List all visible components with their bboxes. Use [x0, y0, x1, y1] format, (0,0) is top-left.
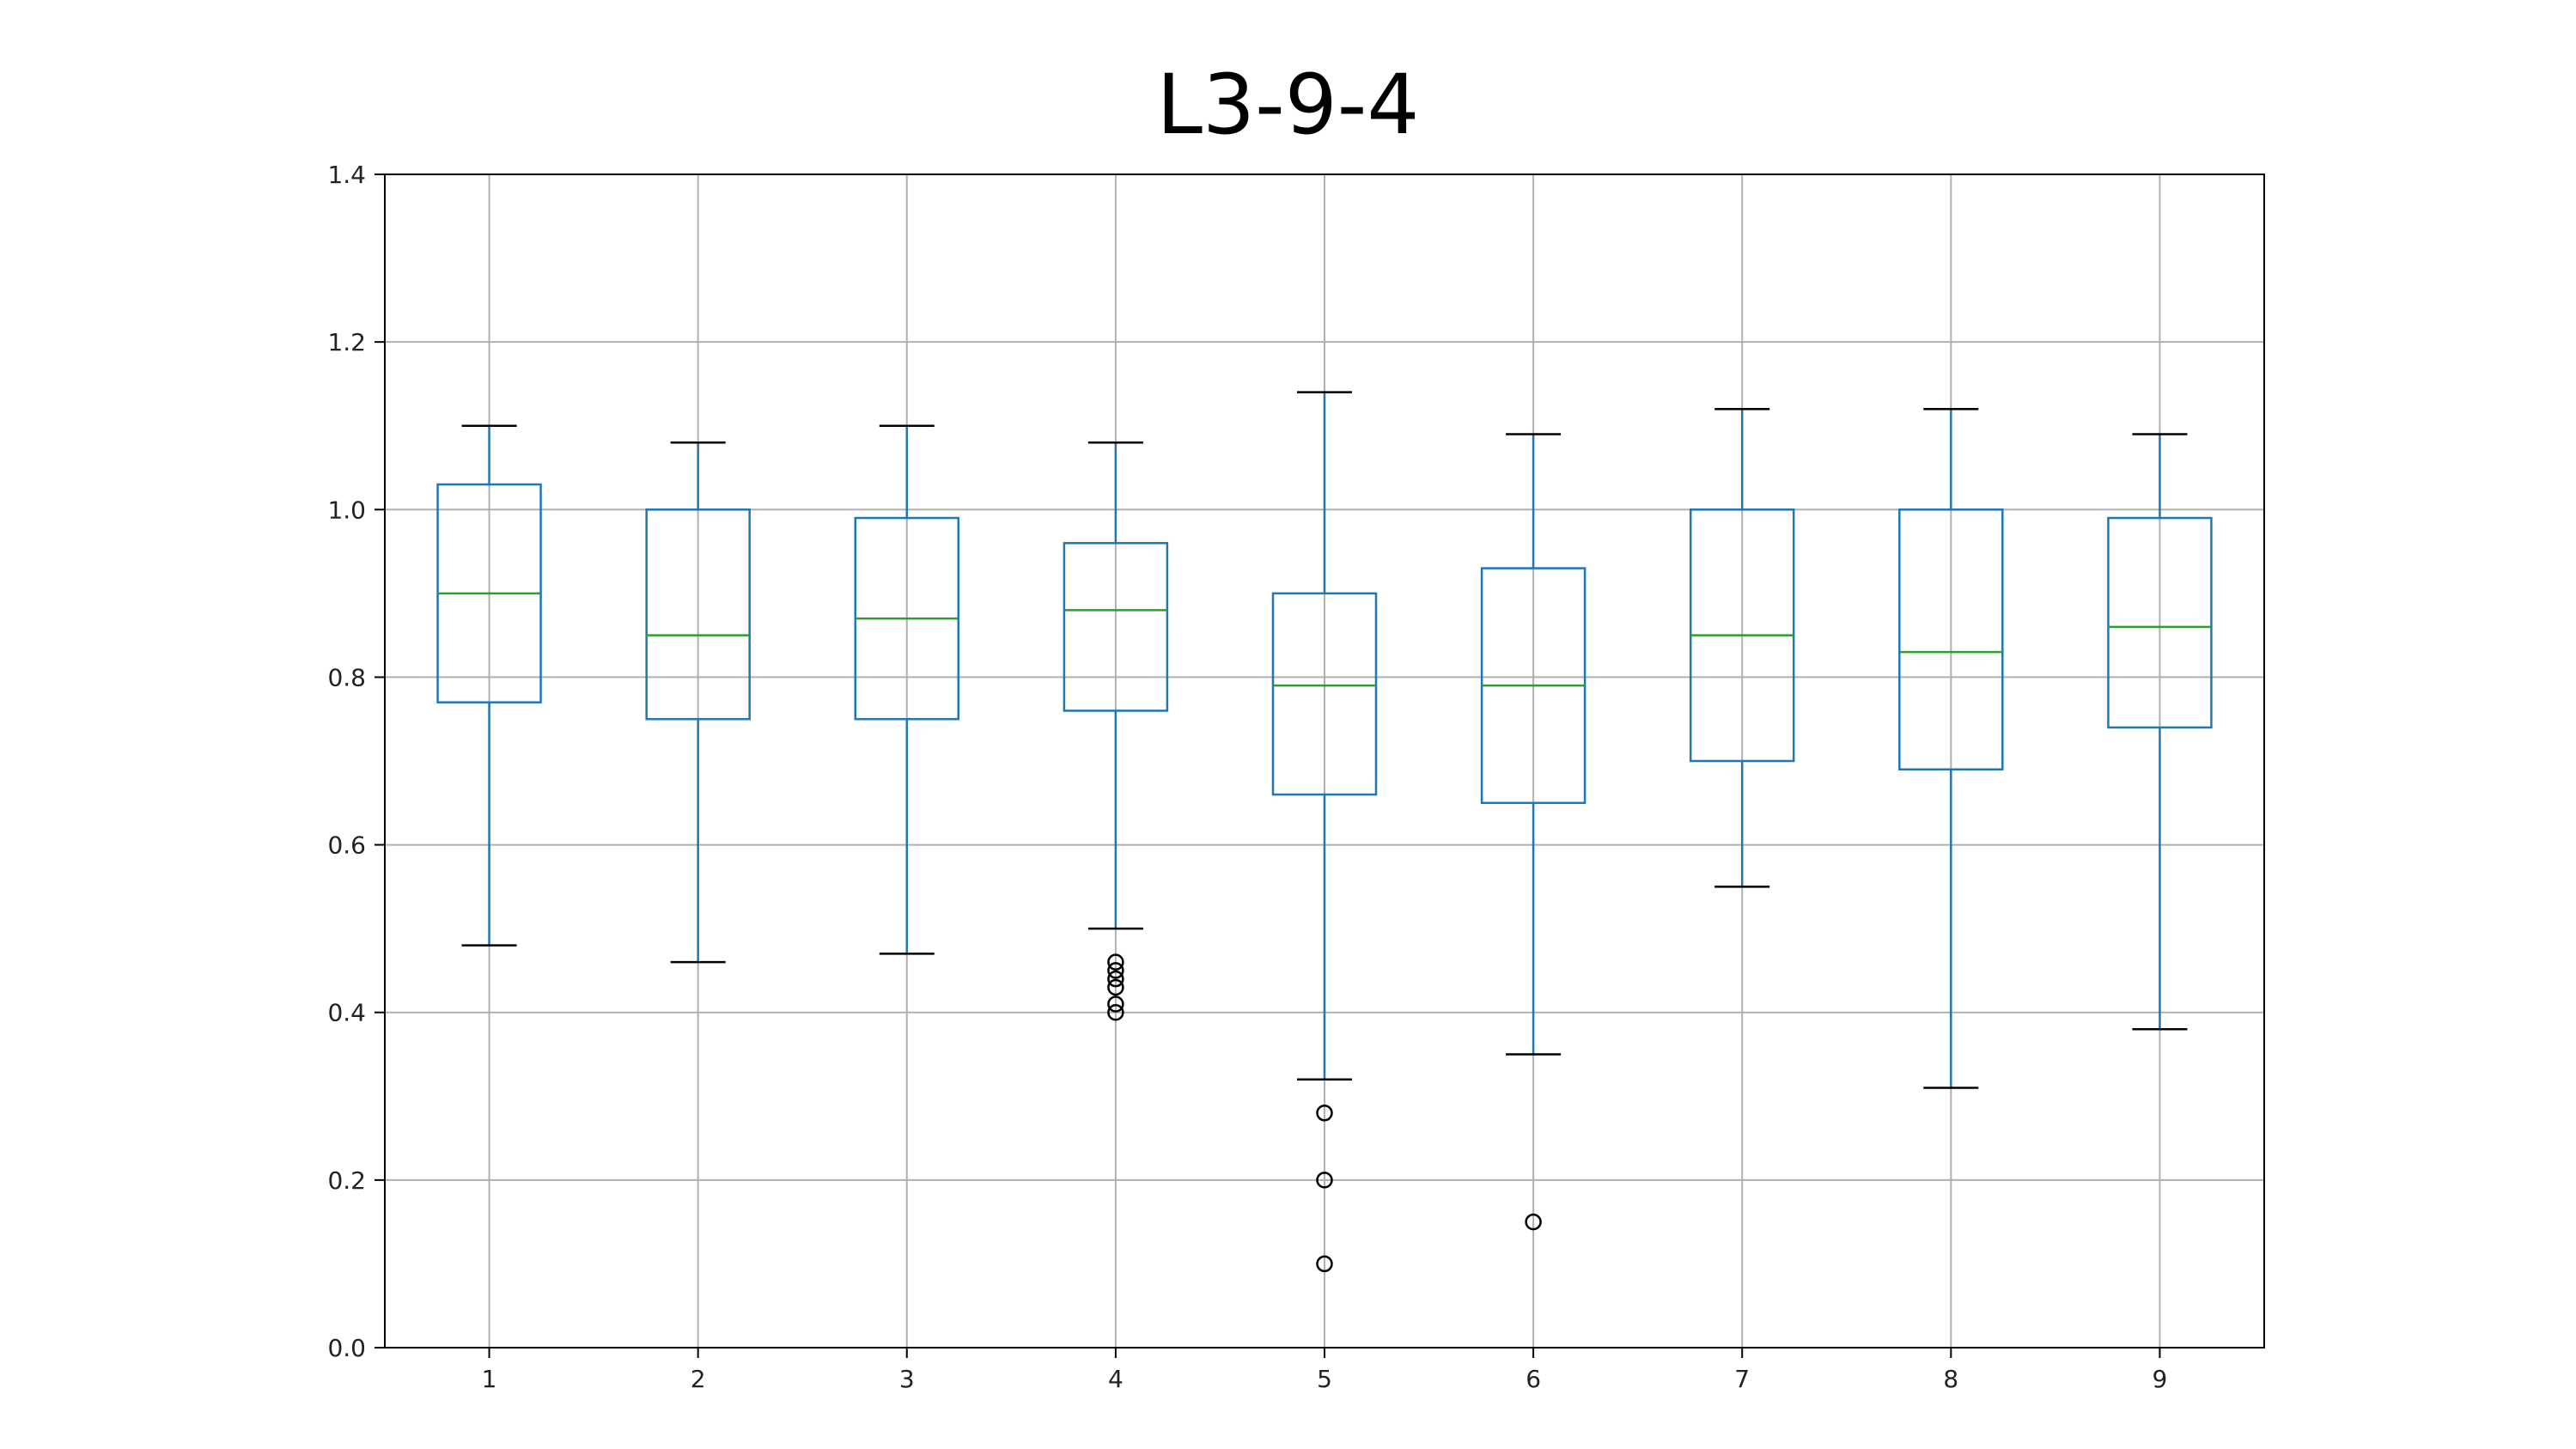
y-tick-label: 1.0: [327, 496, 366, 524]
outlier-point: [1107, 962, 1124, 979]
y-tick-label: 0.4: [327, 999, 366, 1027]
box-group-3: [854, 424, 960, 955]
x-tick-label: 4: [1108, 1365, 1124, 1393]
outlier-point: [1107, 970, 1124, 988]
outlier-point: [1316, 1105, 1333, 1122]
box-group-1: [436, 424, 542, 947]
box-group-6: [1480, 433, 1586, 1231]
grid-lines: [385, 174, 2264, 1349]
box-group-5: [1271, 391, 1378, 1273]
box-iqr: [645, 508, 751, 721]
box-group-4: [1063, 441, 1169, 1021]
y-tick-label: 0.8: [327, 663, 366, 691]
outlier-point: [1107, 953, 1124, 971]
x-tick-label: 3: [899, 1365, 915, 1393]
outlier-point: [1525, 1213, 1542, 1231]
chart-title: L3-9-4: [1156, 57, 1420, 153]
outlier-point: [1316, 1172, 1333, 1189]
box-iqr: [2107, 516, 2213, 729]
x-tick-label: 1: [482, 1365, 497, 1393]
axis-ticks: 0.0 0.2 0.4 0.6 0.8 1.0 1.2 1.4 1 2 3 4 5 6 7 8 9: [327, 161, 2167, 1393]
y-tick-label: 1.4: [327, 161, 366, 189]
box-series: [436, 391, 2213, 1273]
y-tick-label: 1.2: [327, 328, 366, 356]
box-iqr: [1898, 508, 2004, 771]
x-tick-label: 7: [1734, 1365, 1750, 1393]
box-group-2: [645, 441, 751, 964]
y-tick-label: 0.0: [327, 1334, 366, 1362]
y-tick-label: 0.2: [327, 1166, 366, 1195]
y-tick-label: 0.6: [327, 831, 366, 860]
box-group-7: [1689, 407, 1795, 888]
box-group-8: [1898, 407, 2004, 1089]
outlier-point: [1107, 978, 1124, 996]
outlier-point: [1107, 1003, 1124, 1021]
x-tick-label: 5: [1317, 1365, 1332, 1393]
box-iqr: [1063, 542, 1169, 712]
x-tick-label: 9: [2153, 1365, 2168, 1393]
x-tick-label: 6: [1526, 1365, 1541, 1393]
x-tick-label: 8: [1943, 1365, 1958, 1393]
x-tick-label: 2: [691, 1365, 706, 1393]
outlier-point: [1107, 995, 1124, 1013]
box-iqr: [1271, 592, 1378, 796]
box-group-9: [2107, 433, 2213, 1031]
outlier-point: [1316, 1255, 1333, 1273]
